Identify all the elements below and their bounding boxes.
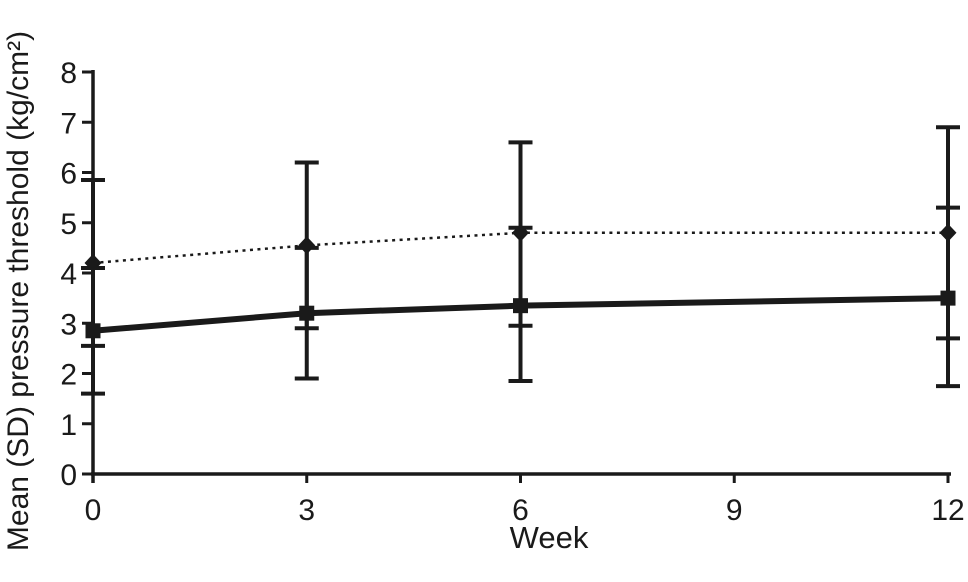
y-tick-label: 4 bbox=[60, 258, 77, 291]
y-tick-label: 0 bbox=[60, 459, 77, 492]
x-tick-label: 12 bbox=[931, 494, 964, 527]
y-tick-label: 1 bbox=[60, 409, 77, 442]
series-solid-square bbox=[81, 205, 960, 396]
x-tick-label: 9 bbox=[726, 494, 743, 527]
y-tick-label: 8 bbox=[60, 57, 77, 90]
y-axis-ticks: 0 1 2 3 4 5 6 7 8 bbox=[60, 57, 93, 492]
series-line-solid-square bbox=[92, 295, 949, 334]
y-tick-label: 7 bbox=[60, 107, 77, 140]
y-tick-label: 2 bbox=[60, 359, 77, 392]
series-line-dotted-diamond bbox=[92, 231, 948, 265]
square-marker bbox=[299, 305, 315, 321]
x-axis-ticks: 0 3 6 9 12 bbox=[85, 474, 965, 527]
y-tick-label: 6 bbox=[60, 158, 77, 191]
x-axis-title: Week bbox=[510, 520, 589, 555]
y-tick-label: 3 bbox=[60, 308, 77, 341]
x-tick-label: 0 bbox=[85, 494, 102, 527]
x-tick-label: 3 bbox=[298, 494, 315, 527]
x-tick-label: 6 bbox=[512, 494, 529, 527]
y-tick-label: 5 bbox=[60, 208, 77, 241]
square-marker bbox=[513, 298, 528, 314]
square-marker bbox=[940, 290, 956, 306]
square-marker bbox=[85, 323, 101, 339]
